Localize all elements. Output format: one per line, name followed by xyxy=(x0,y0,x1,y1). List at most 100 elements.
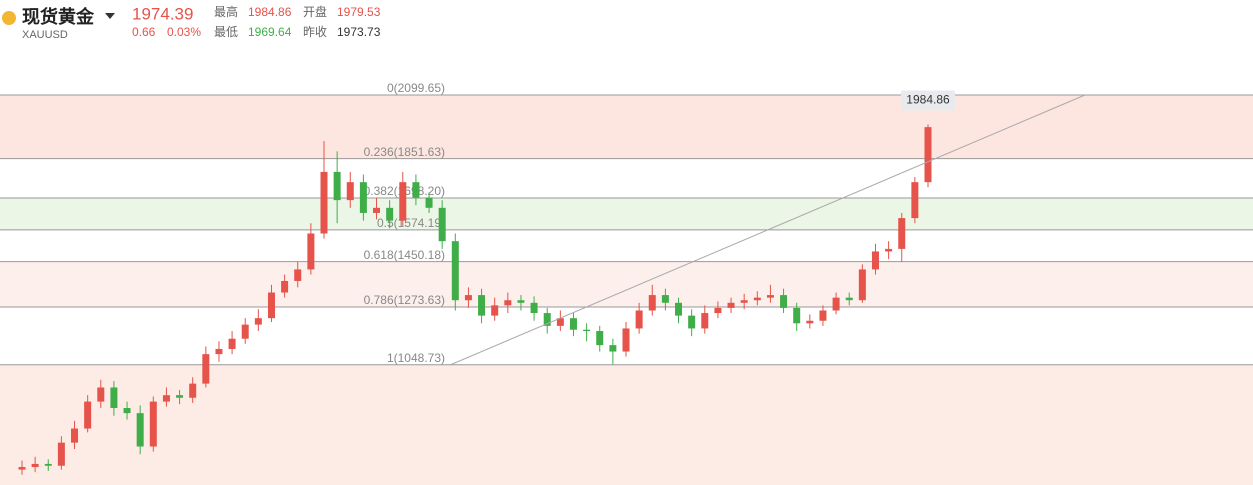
candle-body xyxy=(44,463,52,466)
icon xyxy=(2,11,16,25)
candle-body xyxy=(110,387,118,409)
fib-band xyxy=(0,229,1253,262)
candle-body xyxy=(491,305,499,316)
candle-body xyxy=(701,313,709,329)
candle-body xyxy=(858,269,866,301)
candle-body xyxy=(596,331,604,346)
candle-body xyxy=(504,300,512,306)
high-value: 1984.86 xyxy=(248,5,292,19)
dropdown-arrow[interactable] xyxy=(105,13,115,19)
trend-line xyxy=(449,94,1086,366)
fib-band xyxy=(0,94,1253,159)
candle-body xyxy=(18,467,26,470)
candle-body xyxy=(254,318,262,325)
candle-body xyxy=(412,182,420,198)
candle-body xyxy=(464,295,472,301)
candle-body xyxy=(84,401,92,429)
candle-body xyxy=(71,428,79,443)
candle-body xyxy=(346,182,354,201)
high-label: 最高 xyxy=(214,4,238,19)
candle-body xyxy=(359,182,367,213)
candle-body xyxy=(911,182,919,219)
candle-body xyxy=(766,295,774,298)
prev-value: 1973.73 xyxy=(337,25,381,39)
candle-body xyxy=(806,320,814,324)
price: 1974.39 xyxy=(132,4,193,23)
candle-body xyxy=(241,324,249,339)
candle-body xyxy=(569,318,577,330)
candle-body xyxy=(661,295,669,303)
candle-body xyxy=(635,310,643,329)
candle-body xyxy=(622,328,630,352)
plot: 1984.86 xyxy=(18,90,955,475)
fib-band xyxy=(0,198,1253,230)
candle-body xyxy=(885,248,893,252)
candle-body xyxy=(478,295,486,316)
fib-band xyxy=(0,364,1253,485)
candle-body xyxy=(819,310,827,321)
instrument-name: 现货黄金 xyxy=(22,6,95,27)
fib-label: 0.236(1851.63) xyxy=(364,145,445,159)
candle-body xyxy=(753,297,761,301)
candle-body xyxy=(281,280,289,293)
candle-body xyxy=(267,292,275,319)
candle-body xyxy=(517,300,525,303)
candle-body xyxy=(149,401,157,447)
candle-body xyxy=(898,218,906,249)
tooltip-value: 1984.86 xyxy=(906,93,950,107)
candle-body xyxy=(333,171,341,201)
tooltip-box xyxy=(901,90,955,111)
candle-body xyxy=(780,295,788,308)
low-label: 最低 xyxy=(214,25,238,39)
change-pct: 0.03% xyxy=(167,25,201,39)
candle-body xyxy=(688,315,696,329)
fib-band xyxy=(0,261,1253,307)
open-value: 1979.53 xyxy=(337,5,381,19)
candle-body xyxy=(228,338,236,349)
candle-body xyxy=(294,269,302,281)
candle-body xyxy=(307,233,315,270)
candle-body xyxy=(386,207,394,221)
candle-body xyxy=(740,300,748,303)
candle-body xyxy=(675,302,683,316)
candle-body xyxy=(399,182,407,221)
candle-body xyxy=(451,241,459,301)
fib-label: 0(2099.65) xyxy=(387,81,445,95)
candle-body xyxy=(136,413,144,447)
candle-body xyxy=(425,197,433,208)
fib-bands: 0(2099.65)0.236(1851.63)0.382(1698.20)0.… xyxy=(0,81,1253,485)
candle-body xyxy=(31,463,39,468)
candle-body xyxy=(189,383,197,398)
candle-body xyxy=(530,302,538,314)
candle-body xyxy=(215,348,223,355)
candle-body xyxy=(176,395,184,398)
fib-band xyxy=(0,158,1253,199)
candle-body xyxy=(648,295,656,311)
open-label: 开盘 xyxy=(303,4,327,19)
candle-body xyxy=(123,408,131,414)
candle-body xyxy=(793,307,801,324)
candle-body xyxy=(202,354,210,384)
candle-body xyxy=(438,207,446,242)
candle-body xyxy=(924,127,932,183)
candle-body xyxy=(845,297,853,301)
candle-body xyxy=(583,329,591,332)
fib-label: 0.5(1574.19) xyxy=(377,216,445,230)
fib-label: 0.618(1450.18) xyxy=(364,248,445,262)
candle-body xyxy=(320,171,328,234)
candle-body xyxy=(727,302,735,308)
low-value: 1969.64 xyxy=(248,25,292,39)
candle-body xyxy=(609,345,617,352)
fib-label: 1(1048.73) xyxy=(387,351,445,365)
candle-body xyxy=(97,387,105,402)
candle-body xyxy=(373,207,381,213)
candle-body xyxy=(543,313,551,326)
candle-body xyxy=(556,318,564,326)
candle-body xyxy=(832,297,840,311)
candle-body xyxy=(57,442,65,466)
fib-label: 0.786(1273.63) xyxy=(364,293,445,307)
candle-body xyxy=(714,307,722,314)
candle-body xyxy=(162,395,170,402)
symbol: XAUUSD xyxy=(22,29,68,41)
